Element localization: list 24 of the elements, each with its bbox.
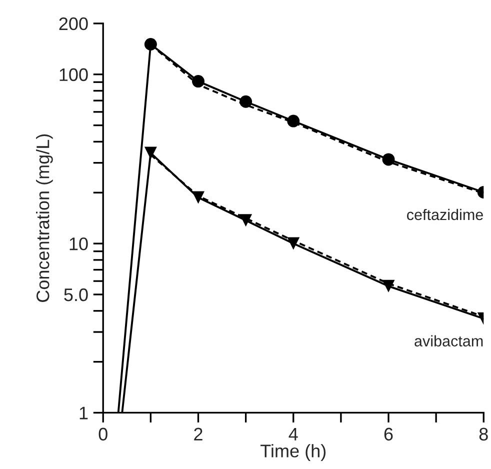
point xyxy=(144,146,157,160)
x-tick-label: 2 xyxy=(194,428,202,440)
point xyxy=(382,153,395,166)
y-axis-title: Concentration (mg/L) xyxy=(36,134,53,302)
x-tick-label: 4 xyxy=(288,428,298,440)
x-tick-label: 8 xyxy=(479,428,488,441)
point xyxy=(240,214,252,227)
point xyxy=(144,38,157,50)
y-tick-label: 1 xyxy=(80,406,88,420)
point xyxy=(287,114,300,128)
y-tick-label: 5.0 xyxy=(64,288,88,302)
y-tick-label: 100 xyxy=(60,68,88,82)
x-axis-title: Time (h) xyxy=(260,444,326,461)
y-tick-label: 200 xyxy=(59,17,88,30)
x-tick-label: 0 xyxy=(98,428,108,441)
point xyxy=(382,280,395,292)
point xyxy=(192,75,204,88)
point xyxy=(287,237,300,250)
y-tick-label: 10 xyxy=(70,237,88,250)
point xyxy=(240,95,252,108)
series-label: avibactam xyxy=(414,335,483,346)
point xyxy=(192,191,204,204)
series-label: ceftazidime xyxy=(407,208,483,220)
x-tick-label: 6 xyxy=(384,428,393,441)
